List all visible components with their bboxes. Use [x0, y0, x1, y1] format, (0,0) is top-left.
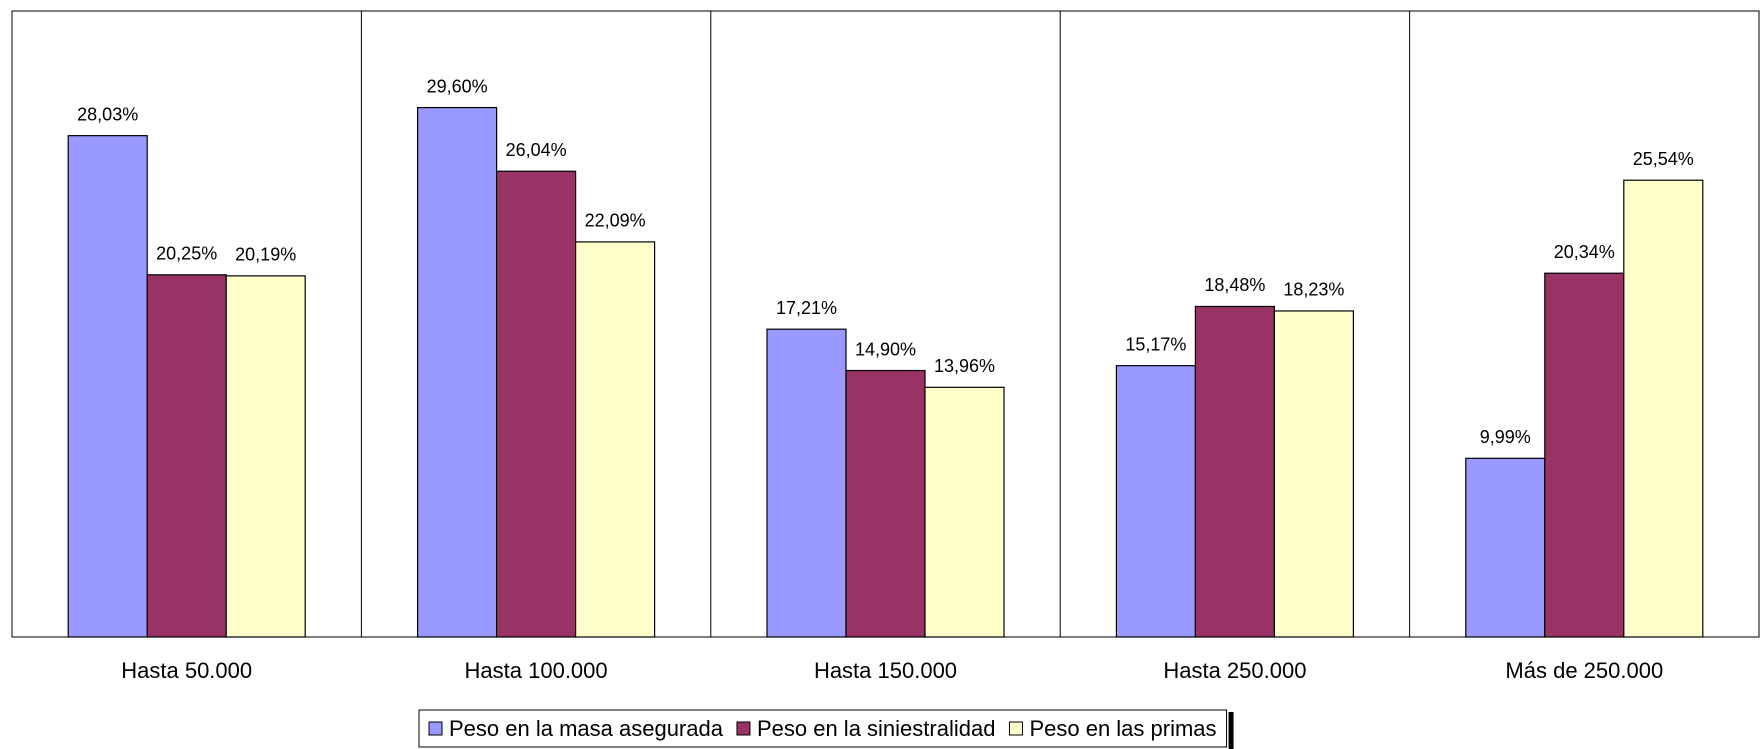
x-tick-label: Hasta 250.000: [1163, 658, 1306, 683]
bar: [1115, 365, 1197, 638]
bar: [845, 369, 926, 638]
bar: [1544, 272, 1625, 638]
bar: [924, 386, 1005, 638]
value-label: 29,60%: [427, 76, 488, 96]
bar: [146, 274, 227, 638]
legend-label: Peso en las primas: [1029, 716, 1216, 741]
legend-shadow: [1228, 712, 1234, 749]
bar: [1465, 457, 1546, 638]
legend-swatch: [736, 721, 751, 736]
value-label: 25,54%: [1633, 149, 1694, 169]
bar: [766, 328, 847, 638]
bar: [1623, 179, 1704, 638]
value-label: 14,90%: [855, 339, 916, 359]
x-tick-label: Hasta 150.000: [814, 658, 957, 683]
legend-label: Peso en la siniestralidad: [757, 716, 995, 741]
value-label: 22,09%: [585, 211, 646, 231]
bar: [67, 135, 148, 638]
value-label: 13,96%: [934, 356, 995, 376]
legend-label: Peso en la masa asegurada: [449, 716, 724, 741]
bar: [417, 106, 498, 638]
bar: [496, 170, 577, 638]
bar: [225, 275, 306, 638]
x-tick-label: Hasta 50.000: [121, 658, 252, 683]
x-tick-label: Más de 250.000: [1505, 658, 1663, 683]
bar: [1194, 305, 1276, 638]
x-tick-label: Hasta 100.000: [465, 658, 608, 683]
value-label: 28,03%: [77, 104, 138, 124]
legend-box: [418, 709, 1228, 748]
bar: [1273, 310, 1355, 638]
value-label: 17,21%: [776, 298, 837, 318]
value-label: 15,17%: [1125, 334, 1186, 354]
value-label: 9,99%: [1480, 427, 1531, 447]
value-label: 18,48%: [1204, 275, 1265, 295]
value-label: 20,25%: [156, 244, 217, 264]
legend-swatch: [1008, 721, 1023, 736]
value-label: 26,04%: [506, 140, 567, 160]
value-label: 20,34%: [1554, 242, 1615, 262]
value-label: 20,19%: [235, 245, 296, 265]
value-label: 18,23%: [1283, 280, 1344, 300]
legend-swatch: [428, 721, 443, 736]
bar: [574, 241, 656, 638]
